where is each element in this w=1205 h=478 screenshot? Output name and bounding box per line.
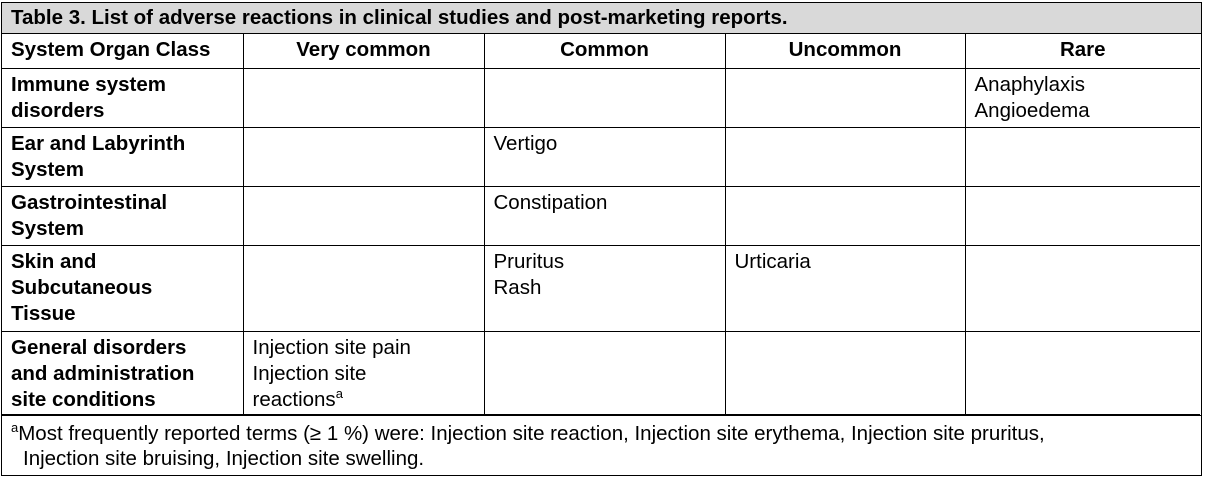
cell-line: General disorders — [11, 335, 187, 359]
cell-line: Skin and — [11, 249, 97, 273]
cell-very-common — [242, 185, 485, 246]
cell-line: Vertigo — [493, 131, 558, 155]
cell-line: Gastrointestinal — [11, 190, 168, 214]
cell-common — [483, 67, 726, 128]
cell-rare: Anaphylaxis Angioedema — [964, 67, 1200, 128]
cell-rare — [964, 185, 1200, 246]
table-footnote: aMost frequently reported terms (≥ 1 %) … — [2, 414, 1201, 471]
cell-line: reactionsa — [253, 387, 475, 413]
cell-line: site conditions — [11, 387, 156, 411]
table-row: Skin and Subcutaneous Tissue Pruritus Ra… — [2, 244, 1200, 332]
cell-line: Ear and Labyrinth — [11, 131, 186, 155]
cell-line: Urticaria — [734, 249, 811, 273]
cell-line: Tissue — [11, 301, 76, 325]
cell-uncommon — [724, 67, 966, 128]
cell-very-common — [242, 67, 485, 128]
cell-text: reactions — [252, 387, 336, 411]
cell-line: Injection site — [252, 361, 367, 385]
cell-uncommon — [724, 185, 966, 246]
cell-line: Anaphylaxis — [974, 72, 1086, 96]
cell-line: System — [11, 157, 84, 181]
cell-system-organ-class: Gastrointestinal System — [2, 185, 244, 246]
footnote-line-2: Injection site bruising, Injection site … — [23, 446, 425, 470]
cell-uncommon: Urticaria — [724, 244, 966, 332]
cell-system-organ-class: General disorders and administration sit… — [2, 330, 244, 415]
cell-common: Constipation — [483, 185, 726, 246]
cell-line: Subcutaneous — [11, 275, 153, 299]
cell-very-common: Injection site pain Injection site react… — [242, 330, 485, 415]
table-row: Gastrointestinal System Constipation — [2, 185, 1200, 246]
table-row: General disorders and administration sit… — [2, 330, 1200, 415]
footnote-line-1: aMost frequently reported terms (≥ 1 %) … — [11, 419, 1045, 445]
cell-line: and administration — [11, 361, 195, 385]
cell-common — [483, 330, 726, 415]
header-common: Common — [483, 34, 726, 69]
cell-uncommon — [724, 330, 966, 415]
cell-line: Angioedema — [974, 98, 1090, 122]
table-title: Table 3. List of adverse reactions in cl… — [2, 3, 1201, 34]
table-row: Immune system disorders Anaphylaxis Angi… — [2, 67, 1200, 128]
cell-line: Rash — [493, 275, 542, 299]
cell-system-organ-class: Immune system disorders — [2, 67, 244, 128]
cell-line: Immune system — [11, 72, 166, 96]
cell-uncommon — [724, 126, 966, 187]
cell-line: Constipation — [493, 190, 608, 214]
footnote-text: Most frequently reported terms (≥ 1 %) w… — [18, 421, 1045, 445]
cell-line: Pruritus — [493, 249, 565, 273]
header-very-common: Very common — [242, 34, 485, 69]
cell-line: disorders — [11, 98, 105, 122]
footnote-marker: a — [335, 385, 343, 401]
cell-rare — [964, 330, 1200, 415]
cell-line: Injection site pain — [252, 335, 411, 359]
cell-very-common — [242, 126, 485, 187]
cell-system-organ-class: Ear and Labyrinth System — [2, 126, 244, 187]
table-row: Ear and Labyrinth System Vertigo — [2, 126, 1200, 187]
cell-rare — [964, 244, 1200, 332]
cell-rare — [964, 126, 1200, 187]
cell-system-organ-class: Skin and Subcutaneous Tissue — [2, 244, 244, 332]
footnote-marker: a — [11, 419, 19, 435]
adverse-reactions-table: System Organ Class Very common Common Un… — [2, 34, 1200, 415]
cell-common: Vertigo — [483, 126, 726, 187]
cell-very-common — [242, 244, 485, 332]
header-system-organ-class: System Organ Class — [2, 34, 244, 69]
cell-line: System — [11, 216, 84, 240]
header-uncommon: Uncommon — [724, 34, 966, 69]
header-rare: Rare — [964, 34, 1200, 69]
cell-common: Pruritus Rash — [483, 244, 726, 332]
header-row: System Organ Class Very common Common Un… — [2, 34, 1200, 69]
